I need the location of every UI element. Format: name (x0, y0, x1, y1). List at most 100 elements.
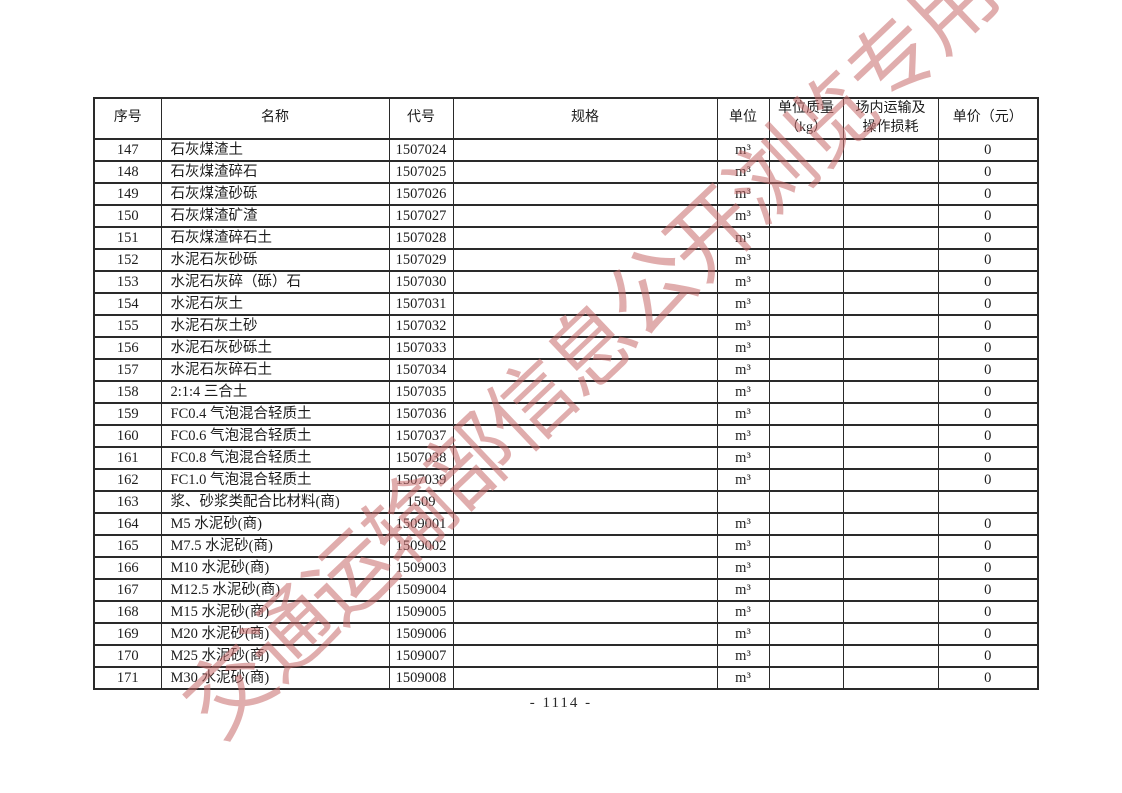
table-body: 147 石灰煤渣土 1507024 m³ 0 148 石灰煤渣碎石 1507025 m³ 0 149… (93, 138, 1039, 690)
materials-price-table: 序号 名称 代号 规格 单位 单位质量 （kg） 场内运输及 操作损耗 单价（元… (93, 97, 1039, 690)
table-row: 155 水泥石灰土砂 1507032 m³ 0 (93, 314, 1039, 338)
cell-price: 0 (937, 292, 1039, 316)
cell-spec (452, 644, 718, 668)
cell-code: 1507039 (388, 468, 454, 492)
cell-loss (842, 248, 939, 272)
cell-code: 1507031 (388, 292, 454, 316)
cell-loss (842, 402, 939, 426)
cell-mass (768, 402, 844, 426)
cell-name: M25 水泥砂(商) (160, 644, 390, 668)
cell-price: 0 (937, 358, 1039, 382)
cell-loss (842, 446, 939, 470)
cell-mass (768, 248, 844, 272)
cell-price: 0 (937, 446, 1039, 470)
cell-no: 166 (93, 556, 162, 580)
cell-code: 1509005 (388, 600, 454, 624)
cell-unit: m³ (716, 380, 770, 404)
cell-name: 浆、砂浆类配合比材料(商) (160, 490, 390, 514)
cell-no: 158 (93, 380, 162, 404)
cell-loss (842, 226, 939, 250)
cell-code: 1507027 (388, 204, 454, 228)
cell-name: M12.5 水泥砂(商) (160, 578, 390, 602)
cell-mass (768, 270, 844, 294)
cell-no: 157 (93, 358, 162, 382)
cell-spec (452, 622, 718, 646)
header-unit-price: 单价（元） (937, 97, 1039, 140)
cell-loss (842, 490, 939, 514)
cell-code: 1507036 (388, 402, 454, 426)
cell-spec (452, 270, 718, 294)
cell-price: 0 (937, 578, 1039, 602)
cell-unit: m³ (716, 534, 770, 558)
table-row: 165 M7.5 水泥砂(商) 1509002 m³ 0 (93, 534, 1039, 558)
cell-unit (716, 490, 770, 514)
cell-spec (452, 578, 718, 602)
cell-name: 石灰煤渣碎石土 (160, 226, 390, 250)
cell-loss (842, 622, 939, 646)
cell-name: M20 水泥砂(商) (160, 622, 390, 646)
cell-name: 水泥石灰砂砾 (160, 248, 390, 272)
cell-unit: m³ (716, 182, 770, 206)
cell-mass (768, 358, 844, 382)
cell-price: 0 (937, 468, 1039, 492)
cell-spec (452, 468, 718, 492)
cell-code: 1507028 (388, 226, 454, 250)
cell-name: 石灰煤渣矿渣 (160, 204, 390, 228)
cell-no: 159 (93, 402, 162, 426)
cell-unit: m³ (716, 468, 770, 492)
table-row: 157 水泥石灰碎石土 1507034 m³ 0 (93, 358, 1039, 382)
cell-no: 154 (93, 292, 162, 316)
cell-spec (452, 666, 718, 690)
cell-code: 1507030 (388, 270, 454, 294)
cell-no: 150 (93, 204, 162, 228)
cell-mass (768, 204, 844, 228)
cell-no: 155 (93, 314, 162, 338)
cell-unit: m³ (716, 622, 770, 646)
cell-no: 152 (93, 248, 162, 272)
table-row: 166 M10 水泥砂(商) 1509003 m³ 0 (93, 556, 1039, 580)
table-row: 159 FC0.4 气泡混合轻质土 1507036 m³ 0 (93, 402, 1039, 426)
cell-price: 0 (937, 556, 1039, 580)
cell-code: 1507032 (388, 314, 454, 338)
cell-code: 1509008 (388, 666, 454, 690)
table-row: 161 FC0.8 气泡混合轻质土 1507038 m³ 0 (93, 446, 1039, 470)
cell-unit: m³ (716, 314, 770, 338)
cell-name: M10 水泥砂(商) (160, 556, 390, 580)
table-row: 158 2:1:4 三合土 1507035 m³ 0 (93, 380, 1039, 404)
cell-unit: m³ (716, 248, 770, 272)
table-header: 序号 名称 代号 规格 单位 单位质量 （kg） 场内运输及 操作损耗 单价（元… (93, 97, 1039, 140)
cell-unit: m³ (716, 512, 770, 536)
cell-price: 0 (937, 336, 1039, 360)
table-row: 151 石灰煤渣碎石土 1507028 m³ 0 (93, 226, 1039, 250)
cell-loss (842, 380, 939, 404)
cell-price: 0 (937, 622, 1039, 646)
cell-name: M7.5 水泥砂(商) (160, 534, 390, 558)
cell-no: 161 (93, 446, 162, 470)
cell-price: 0 (937, 248, 1039, 272)
cell-price: 0 (937, 424, 1039, 448)
cell-mass (768, 314, 844, 338)
table-row: 153 水泥石灰碎（砾）石 1507030 m³ 0 (93, 270, 1039, 294)
cell-code: 1507038 (388, 446, 454, 470)
cell-loss (842, 512, 939, 536)
cell-spec (452, 204, 718, 228)
cell-mass (768, 226, 844, 250)
cell-spec (452, 160, 718, 184)
cell-name: 2:1:4 三合土 (160, 380, 390, 404)
cell-loss (842, 534, 939, 558)
cell-price (937, 490, 1039, 514)
cell-spec (452, 490, 718, 514)
cell-loss (842, 578, 939, 602)
cell-mass (768, 512, 844, 536)
table-row: 154 水泥石灰土 1507031 m³ 0 (93, 292, 1039, 316)
cell-no: 147 (93, 138, 162, 162)
cell-no: 169 (93, 622, 162, 646)
table-row: 162 FC1.0 气泡混合轻质土 1507039 m³ 0 (93, 468, 1039, 492)
table-row: 164 M5 水泥砂(商) 1509001 m³ 0 (93, 512, 1039, 536)
cell-price: 0 (937, 380, 1039, 404)
table-row: 152 水泥石灰砂砾 1507029 m³ 0 (93, 248, 1039, 272)
cell-code: 1509006 (388, 622, 454, 646)
cell-code: 1509003 (388, 556, 454, 580)
cell-price: 0 (937, 512, 1039, 536)
